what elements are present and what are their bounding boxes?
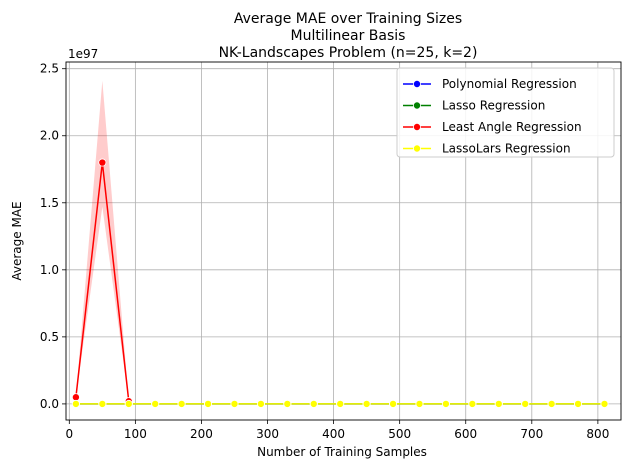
x-tick-label: 300 (256, 427, 279, 441)
legend: Polynomial Regression Lasso Regression Lea… (396, 67, 615, 158)
data-point (283, 399, 292, 408)
data-point (362, 399, 371, 408)
data-point (71, 399, 80, 408)
legend-swatch-marker (412, 80, 421, 89)
data-point (177, 399, 186, 408)
data-point (600, 399, 609, 408)
legend-label: Lasso Regression (442, 99, 545, 113)
x-tick-label: 700 (520, 427, 543, 441)
x-tick-label: 200 (190, 427, 213, 441)
legend-box (396, 67, 615, 158)
y-tick-label: 1.5 (40, 196, 59, 210)
y-axis-label: Average MAE (10, 201, 24, 280)
x-tick-label: 100 (124, 427, 147, 441)
data-point (98, 158, 107, 167)
legend-label: LassoLars Regression (442, 142, 571, 156)
legend-swatch-marker (412, 101, 421, 110)
y-tick-label: 0.0 (40, 397, 59, 411)
y-tick-label: 2.5 (40, 62, 59, 76)
data-point (151, 399, 160, 408)
data-point (124, 399, 133, 408)
x-axis-ticks: 0 100 200 300 400 500 600 700 800 (65, 420, 609, 441)
y-offset-label: 1e97 (68, 47, 98, 61)
data-point (574, 399, 583, 408)
title-line-3: NK-Landscapes Problem (n=25, k=2) (219, 45, 478, 61)
y-tick-label: 1.0 (40, 263, 59, 277)
title-line-2: Multilinear Basis (291, 28, 406, 44)
chart-title: Average MAE over Training Sizes Multilin… (219, 11, 478, 61)
x-tick-label: 500 (388, 427, 411, 441)
data-point (204, 399, 213, 408)
data-point (494, 399, 503, 408)
x-axis-label: Number of Training Samples (257, 445, 427, 459)
legend-label: Least Angle Regression (442, 120, 582, 134)
data-point (547, 399, 556, 408)
data-point (521, 399, 530, 408)
data-point (98, 399, 107, 408)
confidence-band (75, 80, 129, 402)
confidence-band-area (75, 80, 129, 402)
y-tick-label: 2.0 (40, 129, 59, 143)
legend-swatch-marker (412, 144, 421, 153)
x-tick-label: 800 (586, 427, 609, 441)
legend-swatch-marker (412, 123, 421, 132)
series-markers (71, 158, 609, 408)
data-point (415, 399, 424, 408)
data-point (468, 399, 477, 408)
x-tick-label: 600 (454, 427, 477, 441)
x-tick-label: 400 (322, 427, 345, 441)
x-tick-label: 0 (65, 427, 73, 441)
data-point (441, 399, 450, 408)
data-point (336, 399, 345, 408)
data-point (71, 393, 80, 402)
legend-label: Polynomial Regression (442, 77, 577, 91)
data-point (309, 399, 318, 408)
plot-frame (65, 61, 622, 421)
data-point (230, 399, 239, 408)
y-tick-label: 0.5 (40, 330, 59, 344)
y-axis-ticks: 0.0 0.5 1.0 1.5 2.0 2.5 (40, 62, 66, 411)
data-point (256, 399, 265, 408)
data-point (389, 399, 398, 408)
title-line-1: Average MAE over Training Sizes (234, 11, 462, 27)
